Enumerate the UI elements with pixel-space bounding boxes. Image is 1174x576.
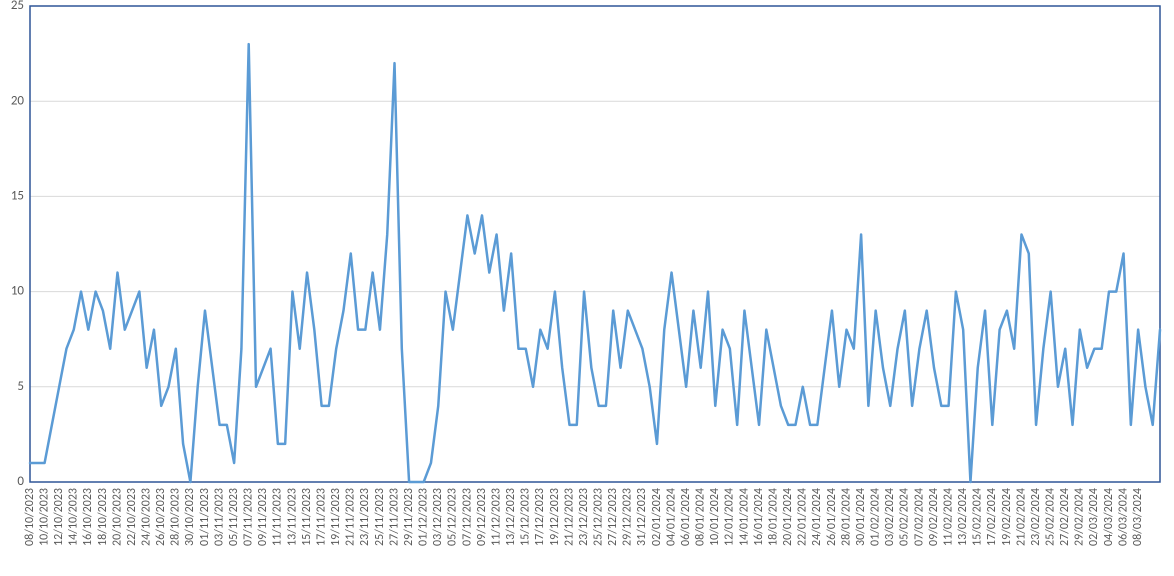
- x-tick-label: 27/02/2024: [1058, 488, 1072, 546]
- x-tick-label: 25/02/2024: [1044, 488, 1058, 546]
- x-tick-label: 16/01/2024: [752, 488, 766, 546]
- x-tick-label: 23/11/2023: [358, 488, 372, 546]
- y-tick-label: 25: [11, 0, 24, 13]
- x-tick-label: 21/11/2023: [344, 488, 358, 546]
- x-tick-label: 26/01/2024: [825, 488, 839, 546]
- x-tick-label: 15/11/2023: [300, 488, 314, 546]
- x-tick-label: 29/02/2024: [1073, 488, 1087, 546]
- x-tick-label: 23/12/2023: [577, 488, 591, 546]
- x-tick-label: 04/03/2024: [1102, 488, 1116, 546]
- x-tick-label: 11/02/2024: [941, 488, 955, 546]
- x-tick-label: 22/10/2023: [125, 488, 139, 546]
- x-tick-label: 07/02/2024: [912, 488, 926, 546]
- y-tick-label: 20: [11, 93, 25, 108]
- x-tick-label: 04/01/2024: [664, 488, 678, 546]
- x-tick-label: 31/12/2023: [635, 488, 649, 546]
- x-tick-label: 07/11/2023: [242, 488, 256, 546]
- x-tick-label: 10/01/2024: [708, 488, 722, 546]
- x-tick-label: 16/10/2023: [81, 488, 95, 546]
- x-tick-label: 21/12/2023: [562, 488, 576, 546]
- x-tick-label: 20/10/2023: [110, 488, 124, 546]
- x-tick-label: 02/01/2024: [650, 488, 664, 546]
- x-tick-label: 06/03/2024: [1116, 488, 1130, 546]
- x-tick-label: 14/01/2024: [737, 488, 751, 546]
- chart-svg: 0 5 10 15 20 25 08/10/202310/10/202312/10/2023…: [0, 0, 1174, 576]
- x-tick-label: 09/02/2024: [927, 488, 941, 546]
- y-tick-label: 5: [17, 379, 24, 394]
- x-tick-label: 15/12/2023: [519, 488, 533, 546]
- x-tick-label: 12/10/2023: [52, 488, 66, 546]
- x-tick-label: 05/12/2023: [446, 488, 460, 546]
- x-tick-label: 17/12/2023: [533, 488, 547, 546]
- x-tick-label: 22/01/2024: [796, 488, 810, 546]
- x-tick-label: 07/12/2023: [460, 488, 474, 546]
- x-tick-label: 12/01/2024: [723, 488, 737, 546]
- x-tick-label: 14/10/2023: [67, 488, 81, 546]
- x-tick-label: 30/01/2024: [854, 488, 868, 546]
- x-tick-label: 09/11/2023: [256, 488, 270, 546]
- x-tick-label: 01/02/2024: [869, 488, 883, 546]
- x-tick-label: 03/02/2024: [883, 488, 897, 546]
- x-tick-label: 19/12/2023: [548, 488, 562, 546]
- x-tick-label: 23/02/2024: [1029, 488, 1043, 546]
- y-tick-label: 15: [11, 189, 24, 204]
- x-tick-label: 21/02/2024: [1014, 488, 1028, 546]
- x-tick-label: 30/10/2023: [183, 488, 197, 546]
- x-tick-label: 19/02/2024: [1000, 488, 1014, 546]
- x-tick-label: 03/11/2023: [212, 488, 226, 546]
- y-tick-label: 0: [17, 474, 24, 489]
- x-tick-label: 11/12/2023: [489, 488, 503, 546]
- y-tick-label: 10: [11, 284, 25, 299]
- x-tick-label: 24/10/2023: [140, 488, 154, 546]
- x-tick-label: 05/11/2023: [227, 488, 241, 546]
- x-tick-label: 15/02/2024: [971, 488, 985, 546]
- x-tick-label: 03/12/2023: [431, 488, 445, 546]
- x-tick-label: 17/02/2024: [985, 488, 999, 546]
- x-tick-label: 28/01/2024: [839, 488, 853, 546]
- x-tick-label: 08/03/2024: [1131, 488, 1145, 546]
- x-tick-label: 20/01/2024: [781, 488, 795, 546]
- x-tick-label: 19/11/2023: [329, 488, 343, 546]
- x-tick-label: 29/12/2023: [621, 488, 635, 546]
- x-tick-label: 01/11/2023: [198, 488, 212, 546]
- x-tick-label: 26/10/2023: [154, 488, 168, 546]
- x-tick-label: 18/01/2024: [766, 488, 780, 546]
- x-tick-label: 01/12/2023: [417, 488, 431, 546]
- time-series-line-chart: 0 5 10 15 20 25 08/10/202310/10/202312/10/2023…: [0, 0, 1174, 576]
- x-tick-label: 13/02/2024: [956, 488, 970, 546]
- x-tick-label: 25/11/2023: [373, 488, 387, 546]
- x-tick-label: 08/01/2024: [694, 488, 708, 546]
- x-tick-label: 27/12/2023: [606, 488, 620, 546]
- x-tick-label: 02/03/2024: [1087, 488, 1101, 546]
- x-tick-label: 13/11/2023: [285, 488, 299, 546]
- x-tick-label: 08/10/2023: [23, 488, 37, 546]
- x-tick-label: 27/11/2023: [387, 488, 401, 546]
- x-tick-label: 10/10/2023: [37, 488, 51, 546]
- x-tick-label: 06/01/2024: [679, 488, 693, 546]
- x-tick-label: 17/11/2023: [314, 488, 328, 546]
- x-tick-label: 25/12/2023: [592, 488, 606, 546]
- x-tick-label: 13/12/2023: [504, 488, 518, 546]
- x-tick-label: 24/01/2024: [810, 488, 824, 546]
- x-tick-label: 28/10/2023: [169, 488, 183, 546]
- x-tick-label: 09/12/2023: [475, 488, 489, 546]
- x-tick-label: 29/11/2023: [402, 488, 416, 546]
- x-tick-label: 11/11/2023: [271, 488, 285, 546]
- x-tick-label: 05/02/2024: [898, 488, 912, 546]
- x-tick-label: 18/10/2023: [96, 488, 110, 546]
